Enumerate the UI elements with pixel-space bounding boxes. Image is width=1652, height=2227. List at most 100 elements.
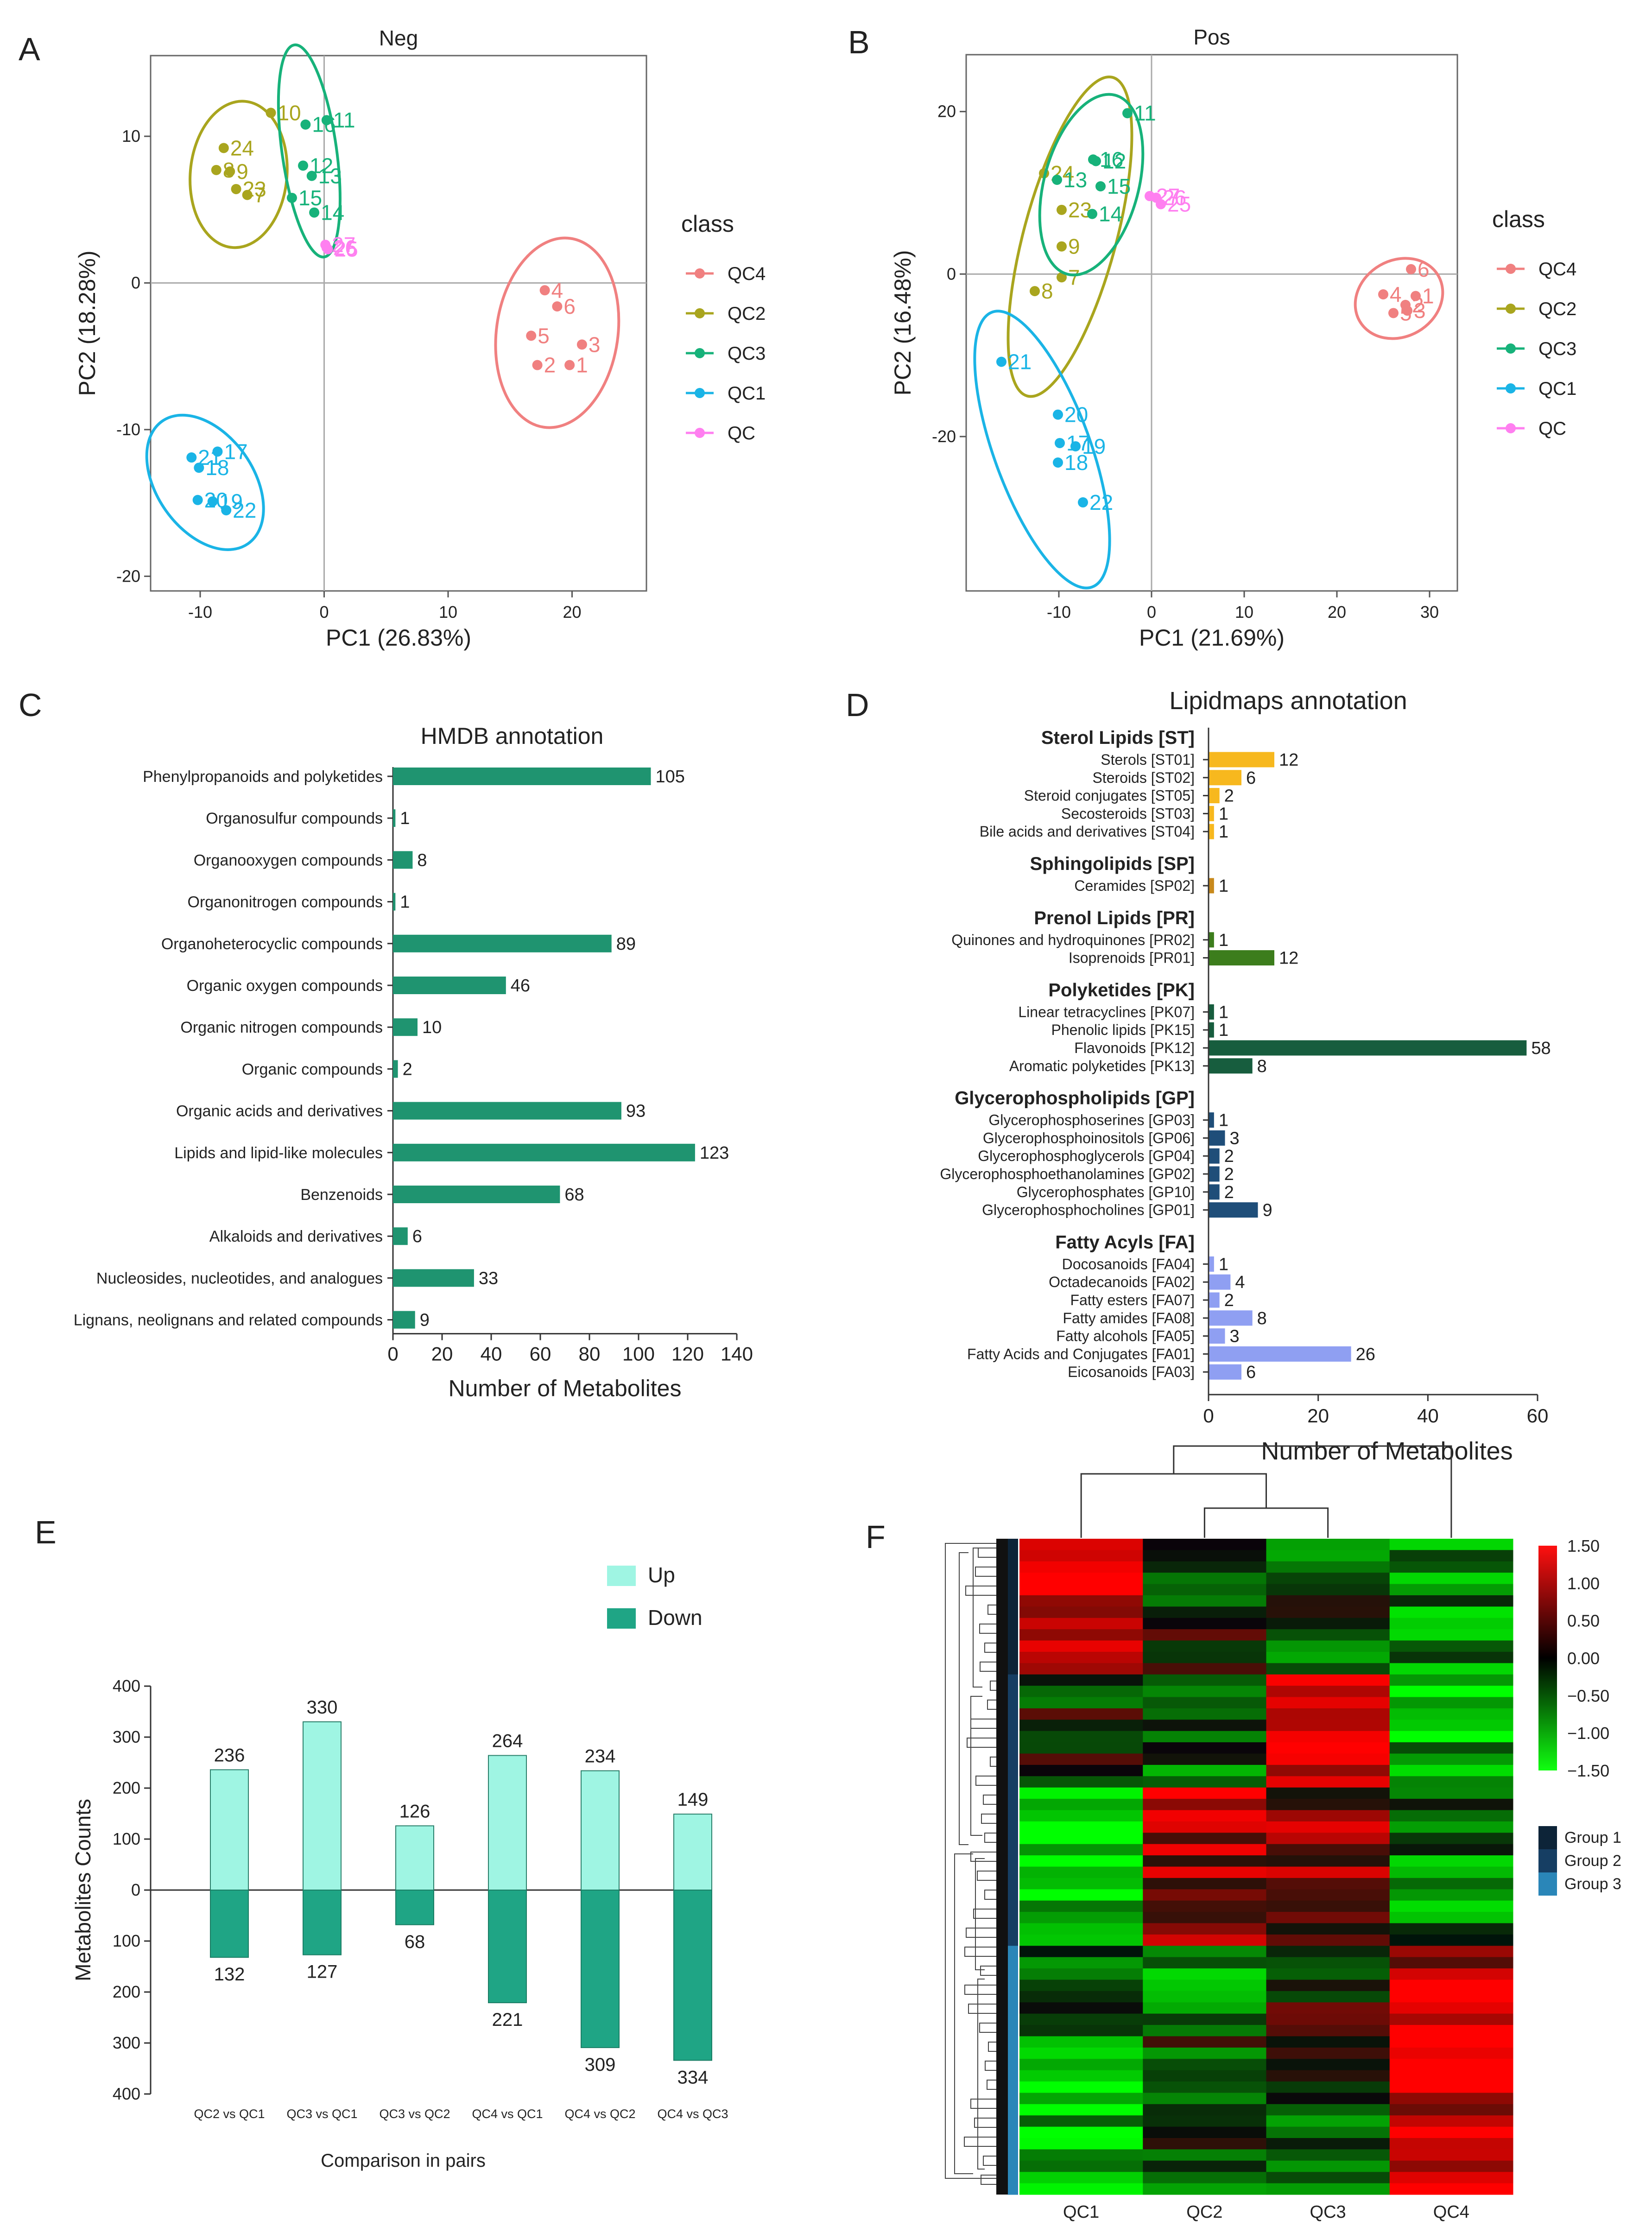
- heatmap-cell: [1389, 1618, 1513, 1630]
- heatmap-cell: [1143, 1968, 1266, 1980]
- data-point: [1057, 272, 1067, 283]
- category-label: Alkaloids and derivatives: [209, 1228, 383, 1245]
- data-point: [1055, 438, 1065, 448]
- bar-value-label: 1: [1219, 804, 1228, 824]
- category-label: Fatty alcohols [FA05]: [1056, 1328, 1195, 1345]
- x-axis-label: Comparison in pairs: [321, 2151, 486, 2171]
- bar-value-label: 89: [616, 934, 636, 954]
- point-label: 16: [1100, 147, 1123, 171]
- legend-entry: QC4: [728, 264, 766, 284]
- category-label: Lipids and lipid-like molecules: [174, 1144, 383, 1162]
- heatmap-cell: [1266, 2025, 1390, 2037]
- heatmap-cell: [1389, 2025, 1513, 2037]
- y-tick-label: -20: [932, 427, 956, 446]
- heatmap-cell: [1143, 1912, 1266, 1923]
- category-label: Aromatic polyketides [PK13]: [1009, 1058, 1195, 1074]
- heatmap-cell: [1266, 1968, 1390, 1980]
- heatmap-cell: [1266, 1980, 1390, 1992]
- bar: [393, 1018, 418, 1036]
- heatmap-cell: [1266, 1900, 1390, 1912]
- data-point: [1406, 264, 1416, 274]
- heatmap-cell: [1143, 2081, 1266, 2093]
- heatmap-cell: [1143, 2149, 1266, 2161]
- category-label: Bile acids and derivatives [ST04]: [980, 823, 1195, 840]
- bar: [1209, 1148, 1220, 1164]
- point-label: 3: [589, 332, 601, 356]
- heatmap-cell: [1266, 2160, 1390, 2172]
- bar-value-label: 8: [417, 850, 427, 870]
- heatmap-cell: [1019, 1912, 1143, 1923]
- category-label: QC3 vs QC1: [286, 2107, 357, 2121]
- heatmap-cell: [1143, 1550, 1266, 1562]
- heatmap-cell: [1019, 2115, 1143, 2127]
- heatmap-cell: [1266, 1787, 1390, 1799]
- legend-title: class: [1492, 206, 1545, 232]
- data-point: [221, 505, 232, 515]
- heatmap-cell: [1266, 1618, 1390, 1630]
- confidence-ellipse: [494, 236, 620, 429]
- legend-swatch-down: [607, 1608, 636, 1629]
- y-tick-label: 300: [113, 1727, 140, 1746]
- y-tick-label: 0: [131, 1880, 140, 1899]
- x-tick-label: 120: [671, 1343, 704, 1365]
- point-label: 5: [538, 324, 550, 348]
- heatmap-cell: [1143, 1787, 1266, 1799]
- category-label: Organic oxygen compounds: [187, 977, 383, 995]
- legend-entry: QC: [728, 423, 755, 444]
- heatmap-cell: [1389, 1821, 1513, 1833]
- heatmap-cell: [1019, 1957, 1143, 1969]
- x-tick-label: 30: [1420, 603, 1439, 622]
- heatmap-cell: [1389, 1686, 1513, 1698]
- point-label: 13: [318, 164, 342, 188]
- data-point: [1030, 286, 1040, 297]
- point-label: 26: [1163, 186, 1186, 210]
- bar-value-label: 1: [1219, 1111, 1228, 1130]
- heatmap-cell: [1143, 1742, 1266, 1754]
- heatmap-cell: [1019, 1584, 1143, 1596]
- plot-frame: [150, 55, 647, 592]
- y-tick-label: 200: [113, 1778, 140, 1797]
- heatmap-cell: [1389, 1697, 1513, 1709]
- legend-entry: QC: [1538, 419, 1566, 439]
- heatmap-cell: [1389, 1776, 1513, 1788]
- heatmap-cell: [1389, 1731, 1513, 1743]
- heatmap-cell: [1389, 1799, 1513, 1811]
- heatmap-cell: [1389, 2070, 1513, 2082]
- data-point: [225, 166, 235, 177]
- bar: [1209, 1274, 1231, 1290]
- heatmap-cell: [1019, 2070, 1143, 2082]
- data-point: [1122, 108, 1133, 119]
- pca-neg-chart: -10 0 10 20 -20 -10 0 10 Neg PC1 (26.83%) PC2 (18.…: [74, 26, 766, 651]
- heatmap-cell: [1143, 2115, 1266, 2127]
- row-group-bar: [1008, 1946, 1018, 2037]
- heatmap-cell: [1389, 2172, 1513, 2184]
- bar-value-label: 93: [626, 1102, 646, 1121]
- heatmap-cell: [1019, 1946, 1143, 1958]
- point-label: 10: [277, 101, 301, 125]
- heatmap-cell: [1019, 1900, 1143, 1912]
- point-label: 11: [1134, 101, 1156, 125]
- point-label: 12: [1102, 149, 1126, 173]
- heatmap-cell: [1019, 1629, 1143, 1641]
- down-bar: [581, 1890, 620, 2048]
- heatmap-cell: [1019, 1799, 1143, 1811]
- y-tick-label: 300: [113, 2033, 140, 2052]
- point-label: 13: [1063, 168, 1087, 192]
- heatmap-cell: [1019, 1833, 1143, 1845]
- bar: [1209, 1058, 1253, 1074]
- data-point: [1052, 174, 1062, 185]
- bar: [393, 977, 506, 994]
- heatmap-cell: [1266, 2081, 1390, 2093]
- bar: [1209, 1346, 1351, 1362]
- down-value-label: 334: [677, 2067, 709, 2087]
- heatmap-cell: [1143, 1799, 1266, 1811]
- heatmap-cell: [1143, 1561, 1266, 1573]
- heatmap-cell: [1389, 1584, 1513, 1596]
- x-tick-label: -10: [188, 603, 212, 622]
- heatmap-cell: [1019, 1651, 1143, 1663]
- category-label: Quinones and hydroquinones [PR02]: [951, 932, 1195, 948]
- heatmap-cell: [1266, 2093, 1390, 2105]
- category-label: Organonitrogen compounds: [188, 894, 383, 911]
- group-heading: Prenol Lipids [PR]: [1034, 908, 1195, 928]
- point-label: 3: [1414, 298, 1426, 323]
